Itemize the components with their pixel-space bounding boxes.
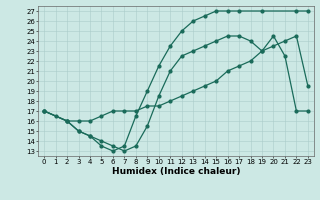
X-axis label: Humidex (Indice chaleur): Humidex (Indice chaleur) [112,167,240,176]
